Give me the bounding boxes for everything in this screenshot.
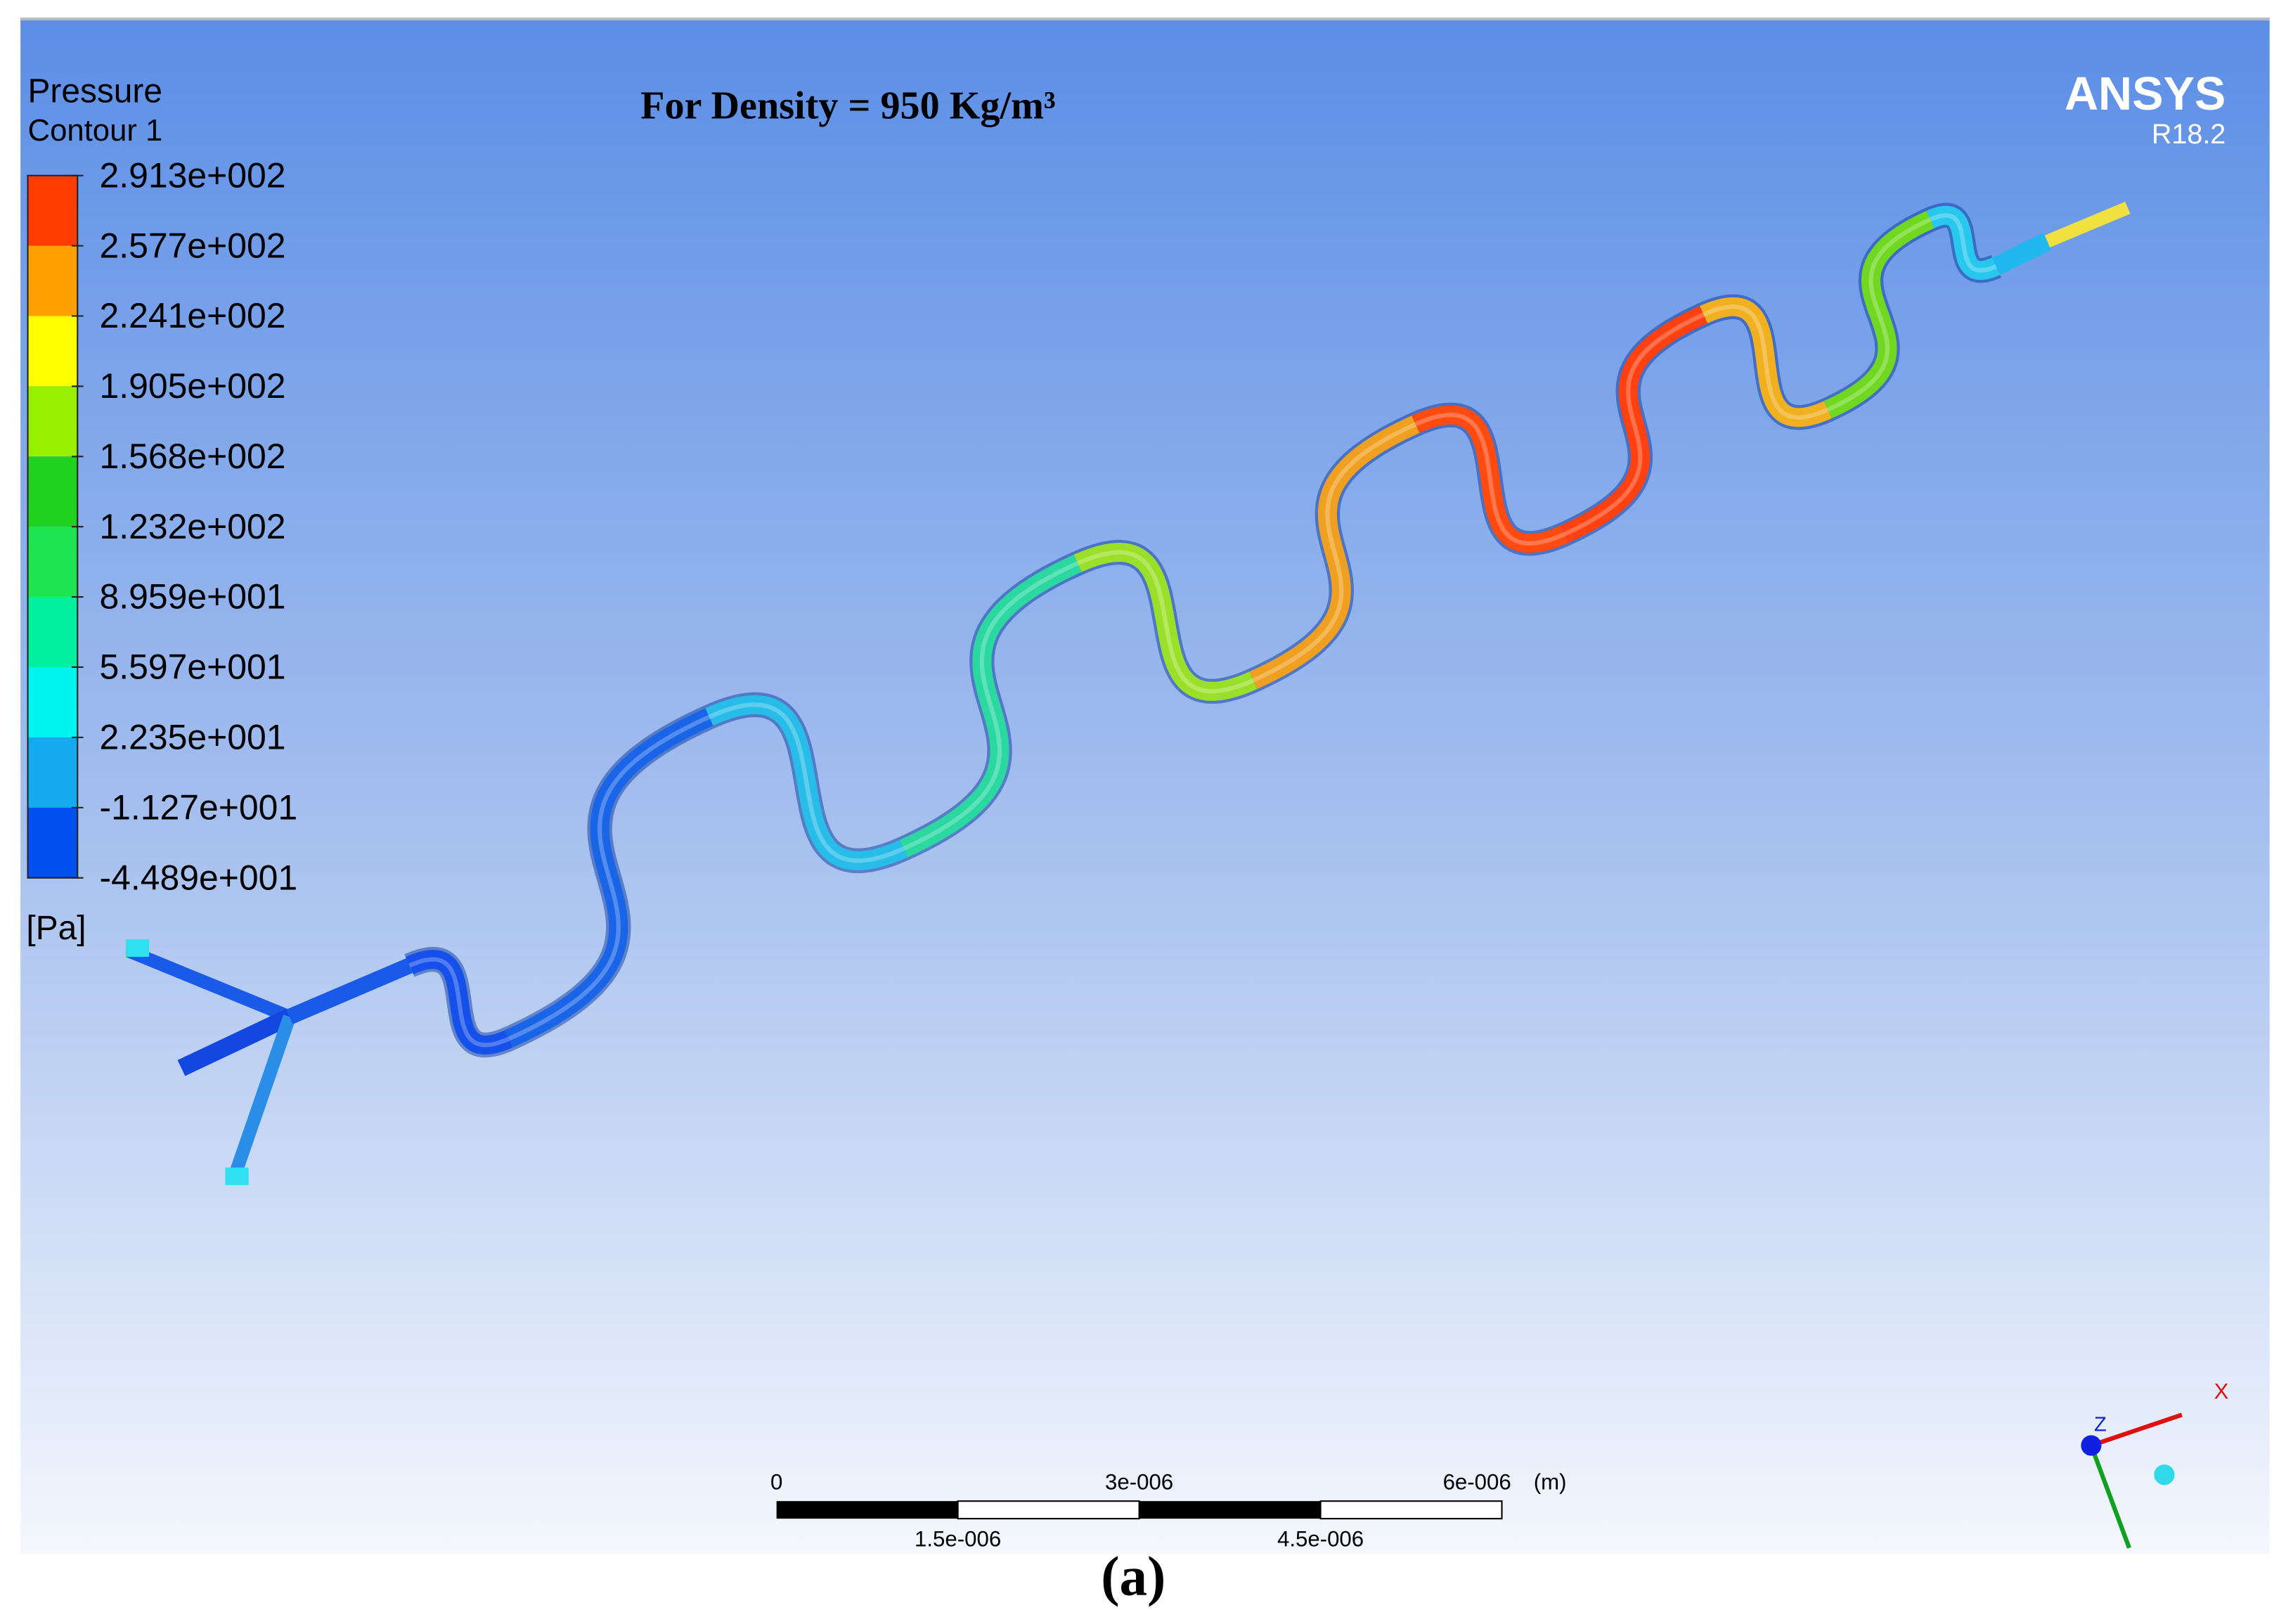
- geometry: [125, 201, 2131, 1185]
- inlet-arm: [228, 1014, 296, 1180]
- channel-highlight: [903, 561, 1079, 851]
- channel-segment: [1823, 210, 1934, 419]
- channel-highlight: [508, 714, 711, 1041]
- inlet-cap: [125, 939, 150, 958]
- inlet-arm: [286, 958, 413, 1024]
- legend-subtitle: Contour 1: [28, 113, 163, 148]
- channel-segment: [705, 695, 908, 870]
- channel-segment: [900, 554, 1082, 858]
- legend-swatch: [27, 666, 78, 737]
- legend-label: -1.127e+001: [99, 787, 297, 827]
- channel-segment: [1700, 297, 1832, 427]
- legend-swatch: [27, 245, 78, 316]
- channel-segment: [405, 950, 513, 1055]
- scale-label: 0: [770, 1470, 782, 1495]
- x-label: X: [2214, 1379, 2229, 1404]
- legend-label: -4.489e+001: [99, 858, 297, 897]
- scale-seg: [1319, 1500, 1503, 1520]
- channel-highlight: [1827, 217, 1932, 412]
- scale-bar: 0 3e-006 6e-006 (m) 1.5e-006 4.5e-006: [770, 1470, 1567, 1552]
- legend-swatch: [27, 807, 78, 878]
- scale-seg: [1139, 1501, 1321, 1519]
- channel-highlight: [1563, 312, 1705, 536]
- legend-swatch: [27, 456, 78, 527]
- legend-swatch: [27, 527, 78, 598]
- legend-label: 1.232e+002: [99, 507, 285, 546]
- channel-highlight: [1252, 422, 1417, 683]
- scale-unit: (m): [1534, 1470, 1567, 1495]
- legend-title: Pressure: [28, 73, 162, 110]
- view-point: [2154, 1464, 2175, 1486]
- channel-highlight: [1414, 413, 1566, 546]
- legend: Pressure Contour 1 [Pa] 2.913e+002 2.577e…: [26, 73, 297, 947]
- channel-segment: [1412, 405, 1569, 553]
- scale-seg: [957, 1500, 1140, 1520]
- y-axis: [2088, 1445, 2131, 1549]
- version: R18.2: [2152, 119, 2226, 150]
- legend-unit: [Pa]: [26, 910, 86, 947]
- channel-segment: [1926, 205, 2001, 281]
- legend-label: 5.597e+001: [99, 647, 285, 687]
- outlet: [1991, 233, 2052, 275]
- scale-label: 3e-006: [1105, 1470, 1173, 1495]
- z-label: Z: [2094, 1413, 2107, 1436]
- legend-label: 2.577e+002: [99, 226, 285, 265]
- channel-segment: [1561, 306, 1708, 543]
- axis-triad: X Z: [2081, 1379, 2229, 1549]
- channel-highlight: [408, 957, 510, 1048]
- scale-label: 6e-006: [1443, 1470, 1511, 1495]
- legend-swatch: [27, 737, 78, 808]
- channel-segment: [505, 708, 713, 1048]
- caption: (a): [1101, 1546, 1165, 1607]
- channel-highlight: [708, 702, 905, 863]
- inlet-junction: [125, 939, 413, 1185]
- z-axis: [2081, 1435, 2102, 1456]
- legend-label: 2.241e+002: [99, 296, 285, 335]
- legend-label: 2.913e+002: [99, 155, 285, 195]
- outlet: [2044, 201, 2131, 248]
- scale-label: 1.5e-006: [915, 1527, 1001, 1552]
- inlet-arm: [177, 1009, 294, 1076]
- legend-swatch: [27, 386, 78, 457]
- legend-swatch: [27, 597, 78, 667]
- channel-highlight: [1929, 213, 1997, 273]
- viewport: [20, 17, 2270, 1554]
- scale-label: 4.5e-006: [1277, 1527, 1364, 1552]
- heading: For Density = 950 Kg/m³: [640, 84, 1056, 128]
- logo: ANSYS: [2065, 68, 2226, 120]
- legend-label: 1.905e+002: [99, 366, 285, 406]
- x-axis: [2090, 1412, 2183, 1448]
- channel-highlight: [1076, 550, 1255, 694]
- legend-label: 1.568e+002: [99, 437, 285, 476]
- channel-highlight: [1703, 304, 1829, 420]
- inlet-cap: [225, 1167, 249, 1185]
- channel-segment: [1073, 543, 1258, 701]
- legend-label: 8.959e+001: [99, 577, 285, 617]
- legend-swatch: [27, 175, 78, 246]
- legend-label: 2.235e+001: [99, 718, 285, 757]
- scale-seg: [776, 1501, 958, 1519]
- legend-swatch: [27, 316, 78, 387]
- inlet-arm: [126, 945, 292, 1024]
- channel-segment: [1249, 415, 1420, 690]
- serpentine-channel: [404, 202, 2001, 1057]
